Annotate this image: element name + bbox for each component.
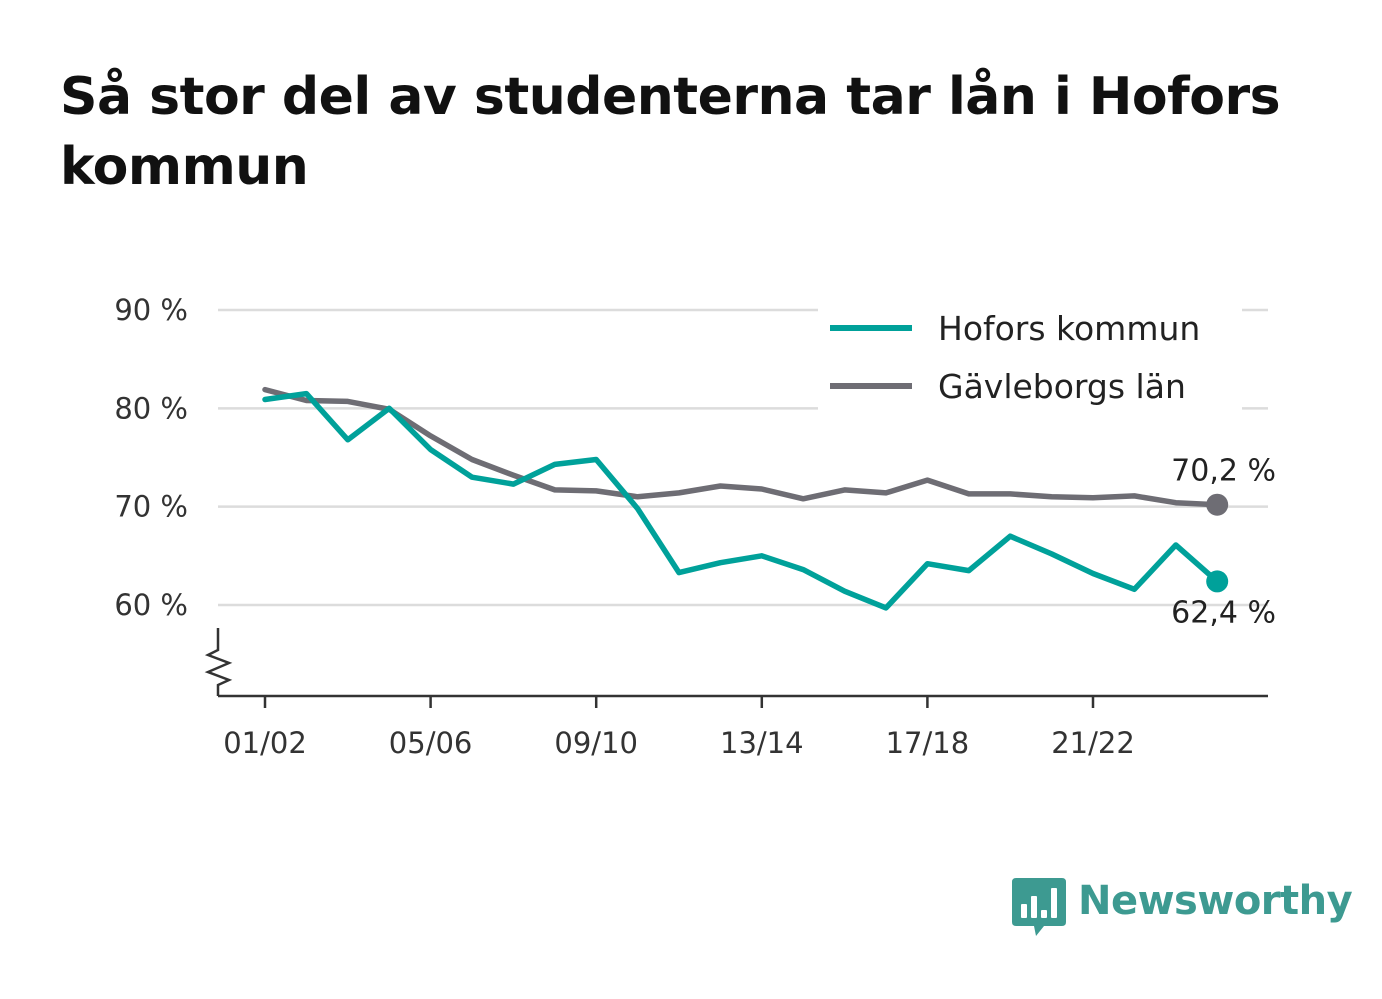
brand-name: Newsworthy: [1078, 878, 1353, 924]
y-tick-label: 70 %: [114, 490, 188, 524]
newsworthy-logo: Newsworthy: [1010, 876, 1353, 942]
x-tick-label: 01/02: [223, 726, 307, 760]
x-tick-label: 17/18: [886, 726, 970, 760]
x-tick-label: 09/10: [554, 726, 638, 760]
series-lines: 70,2 % 62,4 %: [262, 386, 1276, 630]
y-axis: 60 % 70 % 80 % 90 %: [114, 293, 233, 696]
legend-label: Hofors kommun: [938, 309, 1200, 348]
x-tick-label: 21/22: [1051, 726, 1135, 760]
end-value-label: 70,2 %: [1171, 454, 1276, 489]
bar-chart-bubble-icon: [1012, 878, 1066, 936]
series-line: [262, 390, 1220, 611]
series-line: [262, 386, 1220, 508]
y-tick-label: 80 %: [114, 391, 188, 425]
chart-title: Så stor del av studenterna tar lån i Hof…: [60, 67, 1281, 197]
legend-background: [818, 298, 1242, 418]
y-tick-label: 90 %: [114, 293, 188, 327]
legend-label: Gävleborgs län: [938, 367, 1186, 406]
x-tick-label: 05/06: [389, 726, 473, 760]
end-point-marker: [1206, 570, 1229, 593]
legend: Hofors kommun Gävleborgs län: [818, 298, 1242, 418]
x-axis: 01/02 05/06 09/10 13/14 17/18 21/22: [218, 694, 1268, 760]
end-point-marker: [1206, 493, 1229, 516]
axis-break-icon: [204, 628, 233, 696]
y-tick-label: 60 %: [114, 588, 188, 622]
end-value-label: 62,4 %: [1171, 595, 1276, 630]
x-tick-label: 13/14: [720, 726, 804, 760]
